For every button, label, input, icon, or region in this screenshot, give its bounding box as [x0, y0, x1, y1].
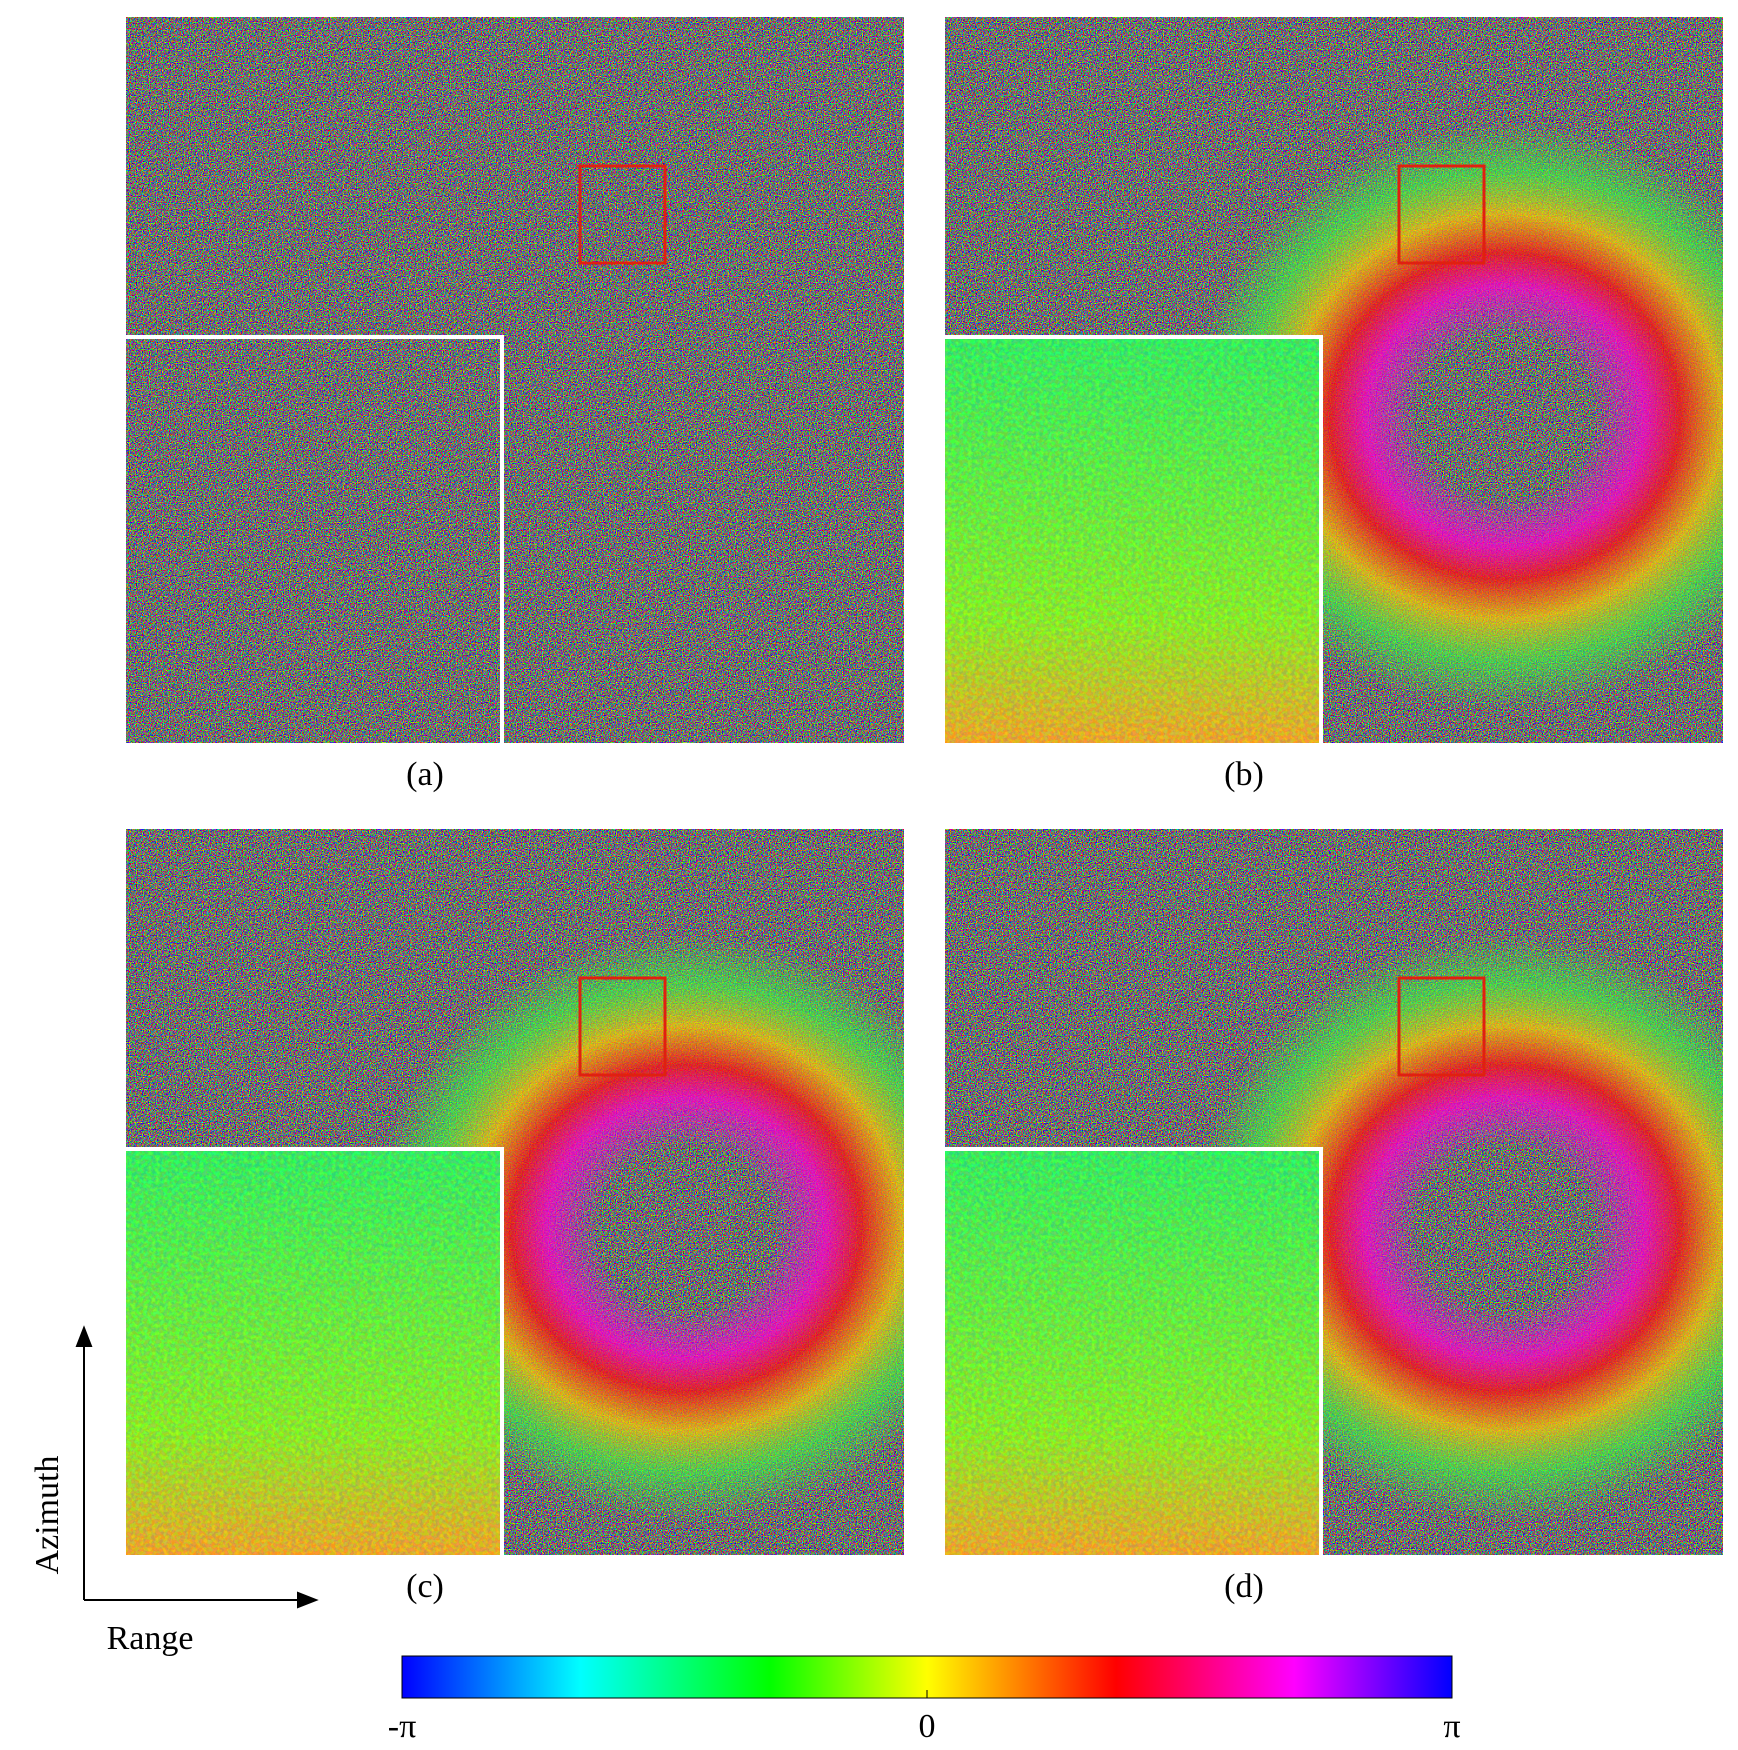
inset-image	[126, 339, 500, 743]
colorbar-tick-label: 0	[919, 1708, 936, 1745]
inset-texture	[126, 1151, 500, 1555]
inset-texture	[945, 1151, 1319, 1555]
phase-panel: (a)	[126, 17, 904, 793]
zoom-box	[1397, 164, 1486, 265]
colorbar-tick-label: -π	[388, 1708, 417, 1745]
phase-panel: (d)	[945, 829, 1723, 1605]
inset-texture	[945, 339, 1319, 743]
panels: (a) (b) (c) (d)	[126, 17, 1723, 1605]
zoom-box	[578, 164, 667, 265]
phase-panel: (b)	[945, 17, 1723, 793]
panel-label: (c)	[406, 1568, 444, 1605]
phase-panel: (c)	[126, 829, 904, 1605]
axis-arrows	[75, 1325, 319, 1609]
arrow-head	[297, 1591, 319, 1609]
range-label: Range	[107, 1620, 194, 1657]
arrow-head	[75, 1325, 93, 1347]
panel-label: (b)	[1224, 756, 1264, 793]
zoom-box	[578, 976, 667, 1077]
panel-label: (a)	[406, 756, 444, 793]
colorbar-ticks: -π 0 π	[388, 1690, 1461, 1745]
azimuth-label: Azimuth	[29, 1456, 66, 1575]
colorbar-tick-label: π	[1443, 1708, 1460, 1745]
panel-label: (d)	[1224, 1568, 1264, 1605]
zoom-box	[1397, 976, 1486, 1077]
